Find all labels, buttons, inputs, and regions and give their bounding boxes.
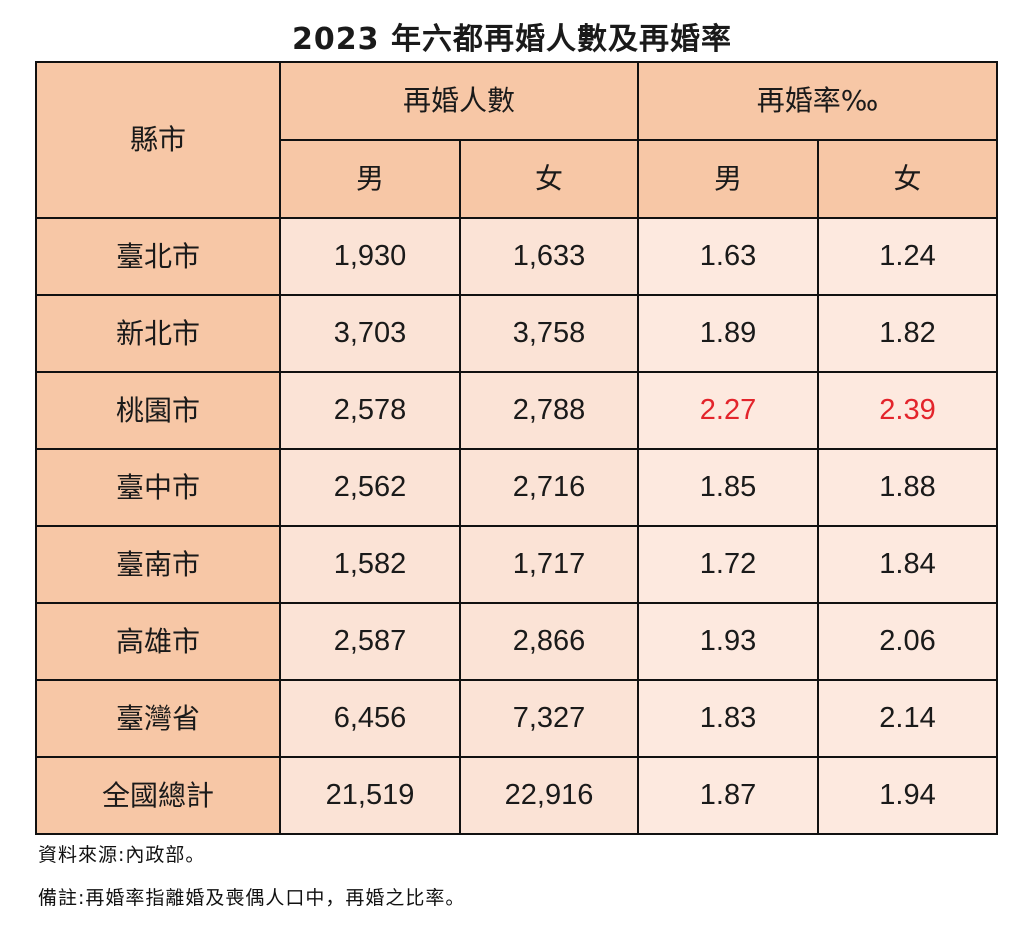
remarriage-count-header: 再婚人數: [278, 61, 640, 141]
rate-male-header: 男: [637, 139, 820, 219]
count-female-cell: 2,788: [458, 371, 640, 450]
count-male-cell: 6,456: [279, 679, 461, 758]
rate-female-cell: 1.88: [817, 448, 999, 527]
rate-male-cell: 1.63: [637, 217, 820, 296]
remarriage-table: 縣市 再婚人數 再婚率‰ 男 女 男 女 臺北市 1,930 1,633 1.6…: [35, 61, 999, 835]
table-row: 新北市 3,703 3,758 1.89 1.82: [35, 294, 999, 373]
count-female-cell: 2,866: [458, 602, 640, 681]
city-cell: 新北市: [35, 294, 281, 373]
count-female-cell: 22,916: [458, 756, 640, 835]
rate-female-cell: 2.06: [817, 602, 999, 681]
rate-male-cell: 1.83: [637, 679, 820, 758]
rate-female-header: 女: [817, 139, 999, 219]
count-female-cell: 3,758: [458, 294, 640, 373]
city-cell: 臺南市: [35, 525, 281, 604]
count-male-cell: 1,930: [279, 217, 461, 296]
count-male-cell: 2,578: [279, 371, 461, 450]
count-male-cell: 2,562: [279, 448, 461, 527]
rate-female-cell: 1.84: [817, 525, 999, 604]
page-title: 2023 年六都再婚人數及再婚率: [292, 22, 732, 57]
count-female-header: 女: [458, 139, 640, 219]
count-female-cell: 7,327: [458, 679, 640, 758]
city-cell-total: 全國總計: [35, 756, 281, 835]
remarriage-rate-header: 再婚率‰: [637, 61, 999, 141]
rate-male-cell: 1.93: [637, 602, 820, 681]
city-cell: 桃園市: [35, 371, 281, 450]
city-cell: 臺中市: [35, 448, 281, 527]
rate-male-cell: 1.85: [637, 448, 820, 527]
rate-female-cell: 1.24: [817, 217, 999, 296]
count-male-cell: 21,519: [279, 756, 461, 835]
table-row: 臺北市 1,930 1,633 1.63 1.24: [35, 217, 999, 296]
remark-note: 備註:再婚率指離婚及喪偶人口中，再婚之比率。: [38, 887, 466, 909]
count-female-cell: 2,716: [458, 448, 640, 527]
count-male-cell: 2,587: [279, 602, 461, 681]
table-row: 高雄市 2,587 2,866 1.93 2.06: [35, 602, 999, 681]
count-male-header: 男: [279, 139, 461, 219]
rate-female-cell: 1.94: [817, 756, 999, 835]
table-row: 臺南市 1,582 1,717 1.72 1.84: [35, 525, 999, 604]
city-cell: 高雄市: [35, 602, 281, 681]
rate-female-cell: 1.82: [817, 294, 999, 373]
count-male-cell: 1,582: [279, 525, 461, 604]
rate-male-cell: 1.89: [637, 294, 820, 373]
table-row: 臺灣省 6,456 7,327 1.83 2.14: [35, 679, 999, 758]
source-note: 資料來源:內政部。: [38, 844, 206, 866]
count-female-cell: 1,717: [458, 525, 640, 604]
rate-male-cell: 1.72: [637, 525, 820, 604]
table-row: 桃園市 2,578 2,788 2.27 2.39: [35, 371, 999, 450]
city-cell: 臺灣省: [35, 679, 281, 758]
table-row: 臺中市 2,562 2,716 1.85 1.88: [35, 448, 999, 527]
city-cell: 臺北市: [35, 217, 281, 296]
rate-female-cell-highlight: 2.39: [817, 371, 999, 450]
rate-male-cell: 1.87: [637, 756, 820, 835]
rate-female-cell: 2.14: [817, 679, 999, 758]
table-row-total: 全國總計 21,519 22,916 1.87 1.94: [35, 756, 999, 835]
count-female-cell: 1,633: [458, 217, 640, 296]
count-male-cell: 3,703: [279, 294, 461, 373]
rate-male-cell-highlight: 2.27: [637, 371, 820, 450]
city-column-header: 縣市: [35, 61, 281, 219]
